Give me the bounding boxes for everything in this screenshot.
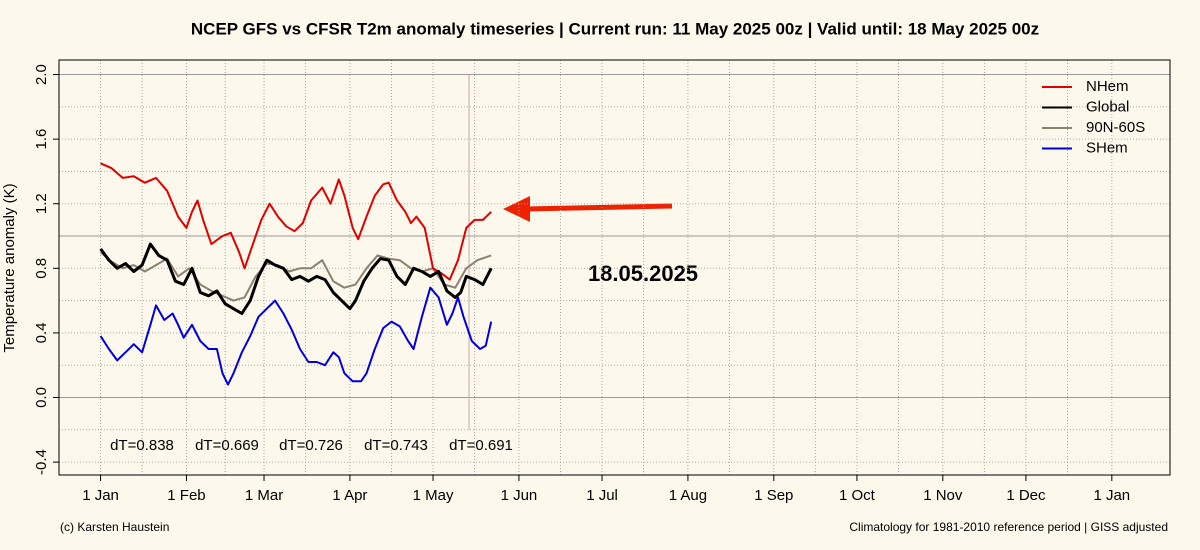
y-tick-label: 0.8	[33, 258, 50, 279]
footer-right: Climatology for 1981-2010 reference peri…	[849, 520, 1168, 534]
dt-label: dT=0.743	[364, 437, 428, 454]
y-tick-label: 0.4	[33, 322, 50, 343]
x-tick-label: 1 Jun	[501, 487, 538, 504]
series-line	[99, 242, 493, 315]
x-tick-label: 1 Feb	[167, 487, 205, 504]
chart-title: NCEP GFS vs CFSR T2m anomaly timeseries …	[191, 19, 1039, 38]
x-tick-label: 1 Mar	[245, 487, 283, 504]
dt-label: dT=0.726	[279, 437, 343, 454]
x-tick-label: 1 Aug	[669, 487, 707, 504]
dt-label: dT=0.669	[195, 437, 259, 454]
series-line	[99, 286, 493, 386]
date-annotation: 18.05.2025	[588, 261, 698, 286]
legend-label: NHem	[1086, 78, 1129, 95]
x-tick-label: 1 Dec	[1006, 487, 1046, 504]
y-tick-label: 1.2	[33, 193, 50, 214]
x-tick-label: 1 May	[413, 487, 454, 504]
y-tick-label: -0.4	[33, 449, 50, 475]
footer-left: (c) Karsten Haustein	[60, 520, 169, 534]
legend-label: 90N-60S	[1086, 119, 1145, 136]
x-tick-label: 1 Nov	[923, 487, 963, 504]
y-tick-label: 2.0	[33, 64, 50, 85]
legend-label: SHem	[1086, 139, 1128, 156]
x-tick-label: 1 Jan	[1093, 487, 1130, 504]
x-tick-label: 1 Oct	[839, 487, 876, 504]
y-tick-label: 0.0	[33, 387, 50, 408]
x-tick-label: 1 Sep	[754, 487, 793, 504]
arrow	[503, 196, 673, 222]
series-line	[100, 162, 492, 281]
dt-label: dT=0.691	[449, 437, 513, 454]
y-axis-label: Temperature anomaly (K)	[1, 183, 18, 352]
x-tick-label: 1 Jan	[82, 487, 119, 504]
dt-label: dT=0.838	[110, 437, 174, 454]
plot-frame	[58, 59, 1171, 476]
x-tick-label: 1 Jul	[586, 487, 618, 504]
y-tick-label: 1.6	[33, 129, 50, 150]
legend-label: Global	[1086, 98, 1129, 115]
x-tick-label: 1 Apr	[332, 487, 367, 504]
